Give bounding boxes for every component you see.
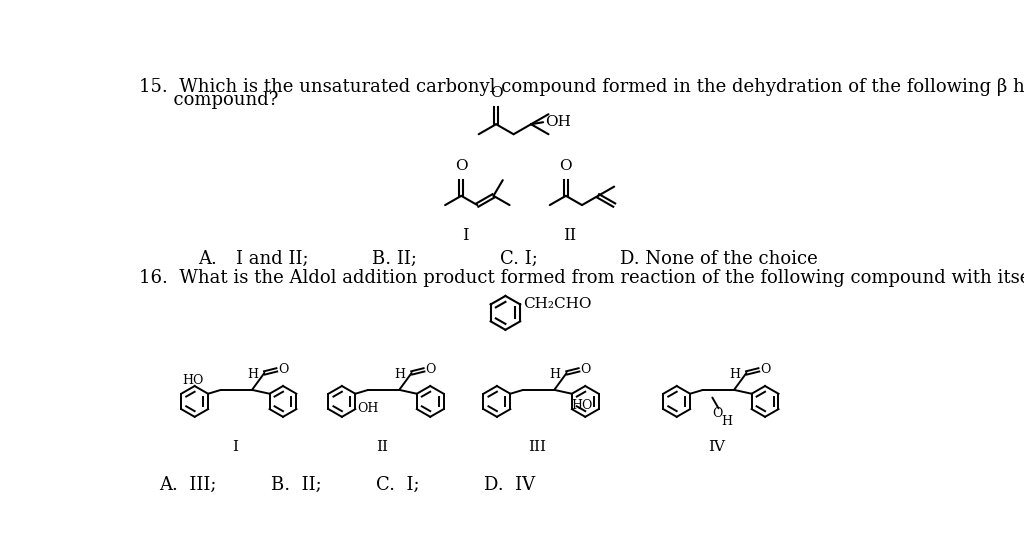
- Text: II: II: [563, 227, 577, 244]
- Text: H: H: [721, 414, 732, 428]
- Text: compound?: compound?: [139, 91, 279, 109]
- Text: D. None of the choice: D. None of the choice: [621, 250, 818, 268]
- Text: H: H: [550, 368, 560, 381]
- Text: I and II;: I and II;: [237, 250, 309, 268]
- Text: CH₂CHO: CH₂CHO: [523, 297, 592, 311]
- Text: IV: IV: [709, 440, 725, 454]
- Text: D.  IV: D. IV: [484, 476, 536, 494]
- Text: 15.  Which is the unsaturated carbonyl compound formed in the dehydration of the: 15. Which is the unsaturated carbonyl co…: [139, 78, 1024, 96]
- Text: O: O: [489, 86, 503, 100]
- Text: O: O: [426, 363, 436, 376]
- Text: HO: HO: [571, 399, 593, 412]
- Text: O: O: [279, 363, 289, 376]
- Text: OH: OH: [545, 115, 570, 129]
- Text: II: II: [376, 440, 388, 454]
- Text: O: O: [559, 159, 572, 173]
- Text: I: I: [232, 440, 238, 454]
- Text: I: I: [462, 227, 468, 244]
- Text: O: O: [455, 159, 468, 173]
- Text: 16.  What is the Aldol addition product formed from reaction of the following co: 16. What is the Aldol addition product f…: [139, 269, 1024, 287]
- Text: O: O: [761, 363, 771, 376]
- Text: H: H: [247, 368, 258, 381]
- Text: OH: OH: [357, 402, 379, 415]
- Text: H: H: [394, 368, 406, 381]
- Text: O: O: [581, 363, 591, 376]
- Text: B.  II;: B. II;: [271, 476, 323, 494]
- Text: H: H: [729, 368, 740, 381]
- Text: O: O: [712, 407, 722, 420]
- Text: B. II;: B. II;: [372, 250, 417, 268]
- Text: A.  III;: A. III;: [159, 476, 216, 494]
- Text: III: III: [528, 440, 546, 454]
- Text: C. I;: C. I;: [500, 250, 538, 268]
- Text: C.  I;: C. I;: [376, 476, 420, 494]
- Text: A.: A.: [198, 250, 217, 268]
- Text: HO: HO: [182, 374, 204, 387]
